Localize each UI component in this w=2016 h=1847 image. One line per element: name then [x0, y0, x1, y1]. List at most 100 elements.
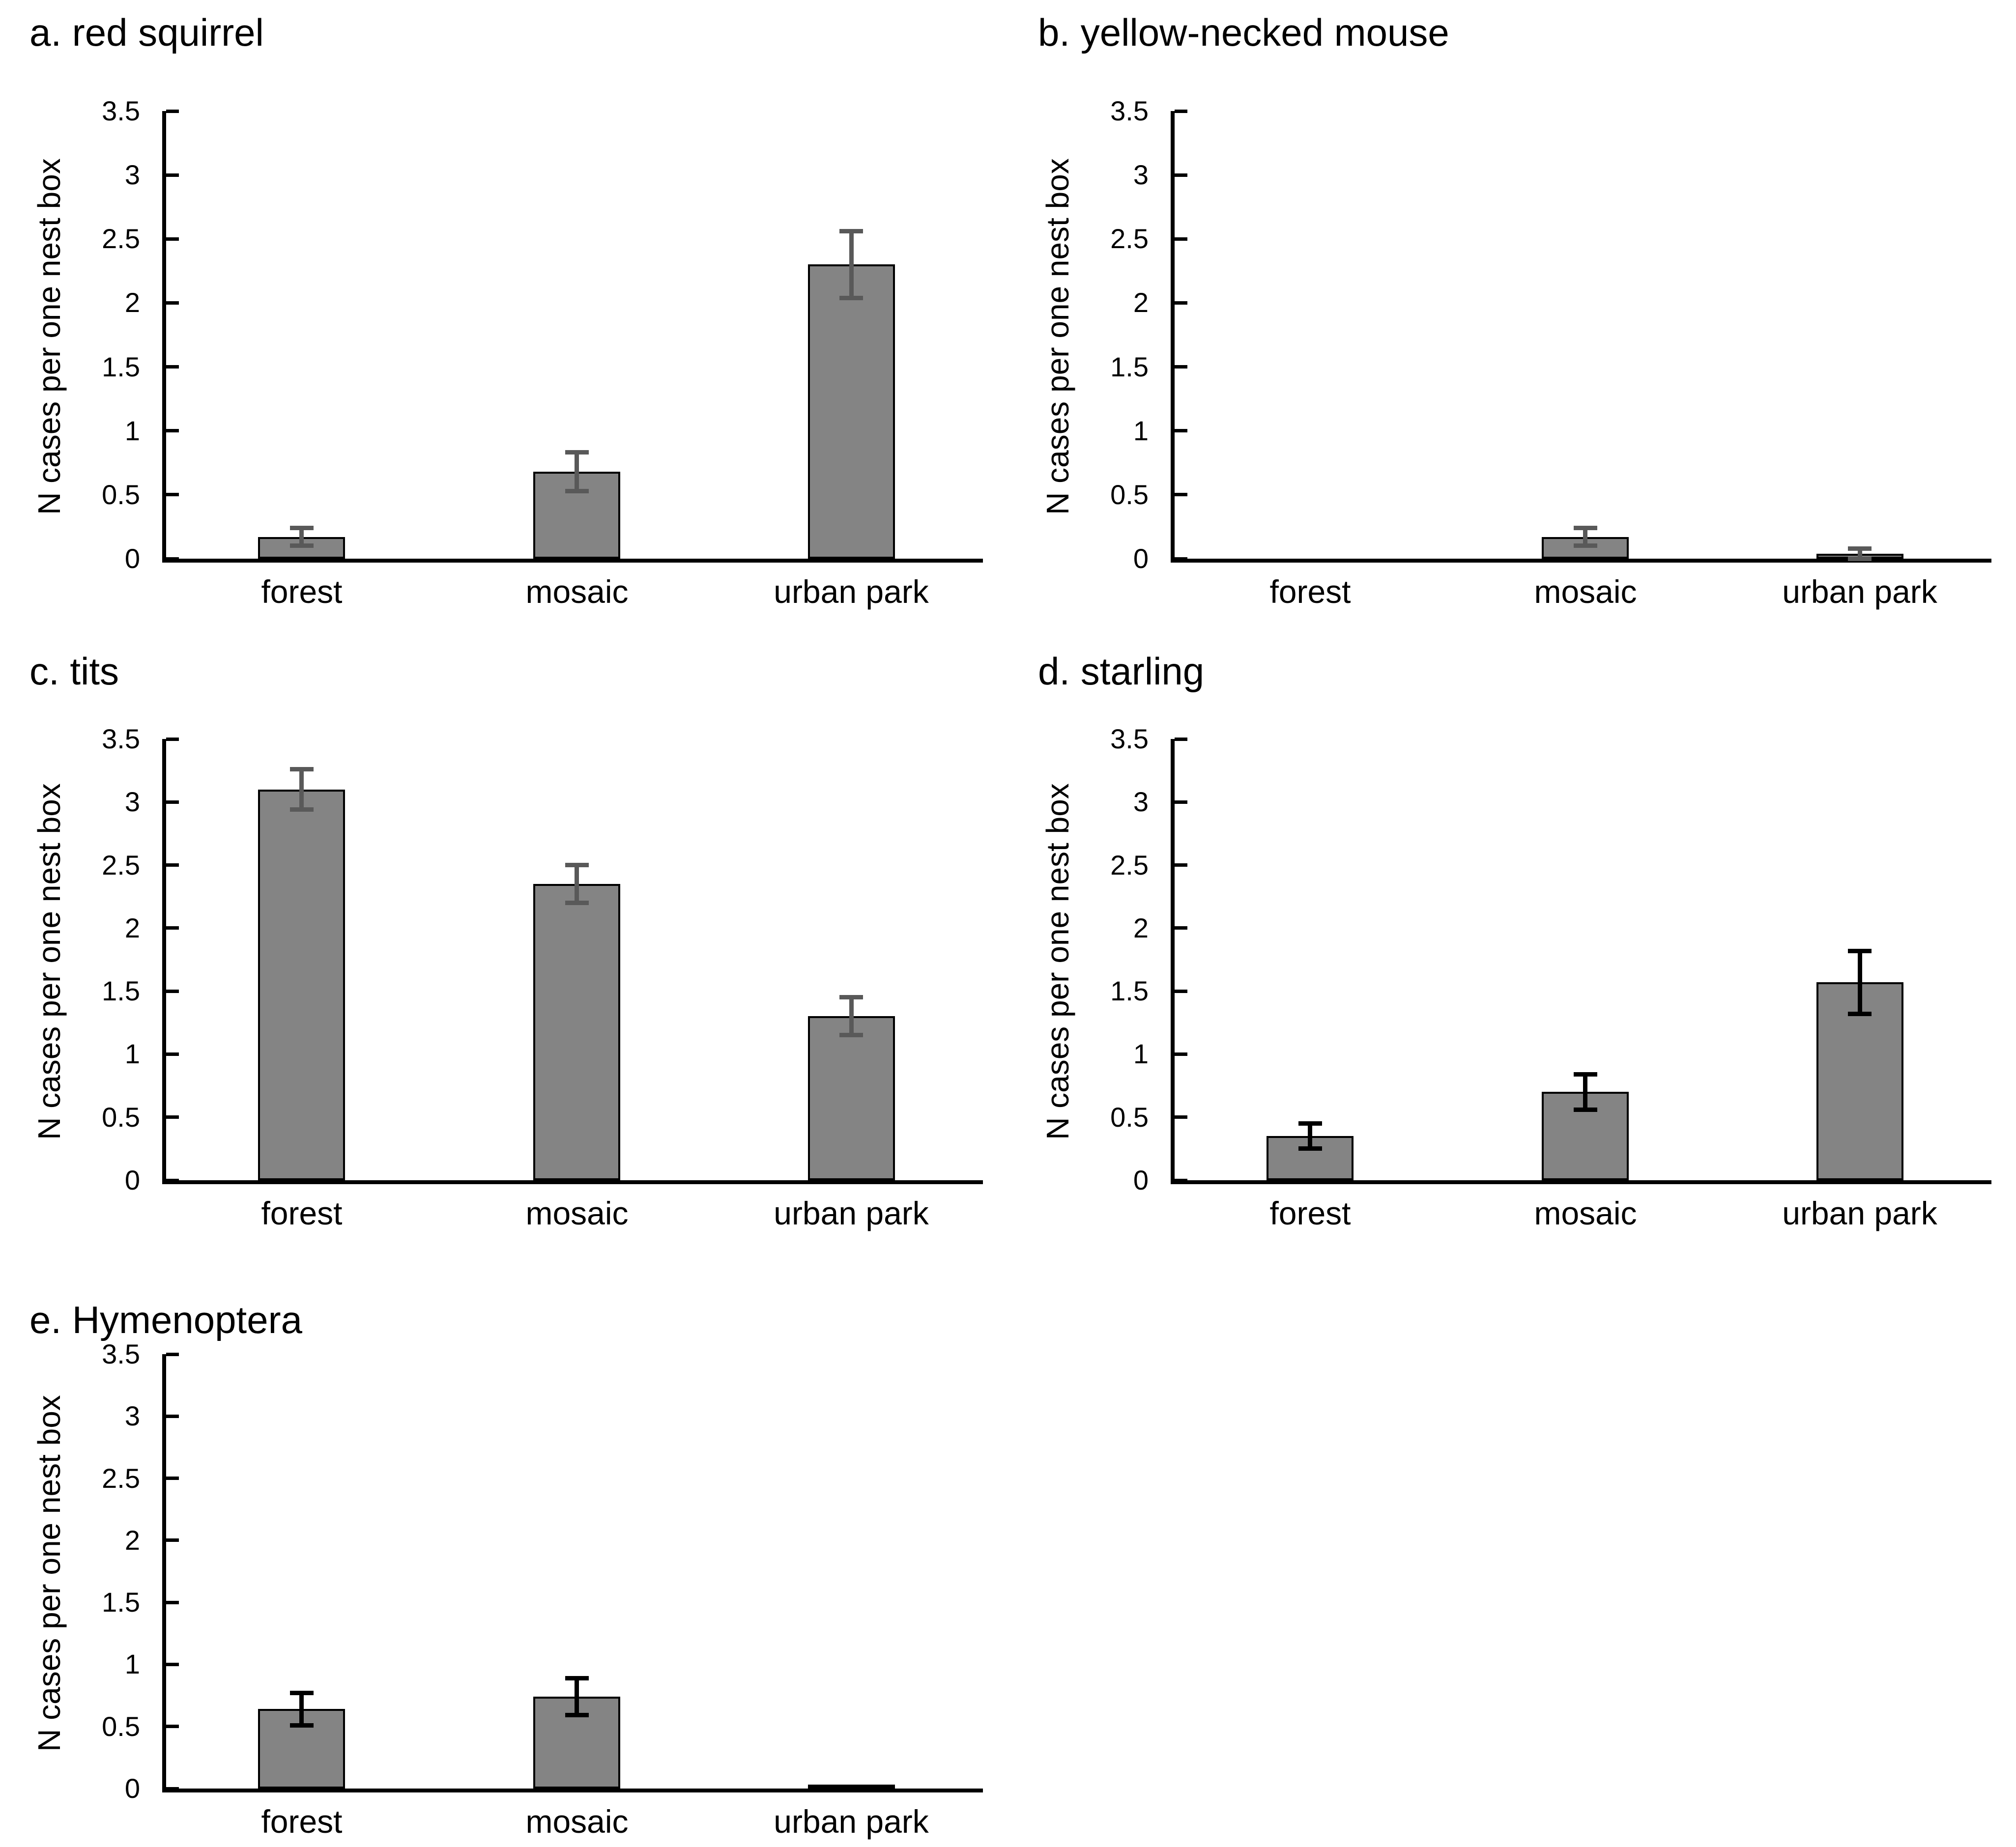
error-bar-cap-bottom [1298, 1146, 1322, 1151]
y-tick-label: 0 [124, 1165, 140, 1195]
y-axis-label: N cases per one nest box [1040, 158, 1075, 515]
x-category-label: mosaic [1534, 573, 1637, 610]
error-bar [575, 865, 579, 903]
y-axis-tick [166, 1538, 179, 1542]
panel-c-title: c. tits [29, 650, 119, 693]
y-tick-label: 2 [1133, 912, 1149, 943]
y-axis-tick [1175, 989, 1187, 993]
x-category-label: forest [1269, 1195, 1351, 1231]
error-bar-cap-top [1298, 1121, 1322, 1126]
error-bar-cap-bottom [290, 543, 314, 548]
y-tick-label: 0.5 [102, 1710, 140, 1742]
error-bar [299, 528, 304, 546]
y-tick-label: 3.5 [102, 1338, 140, 1369]
bar-forest [258, 790, 345, 1180]
error-bar-cap-top [1848, 546, 1872, 551]
x-category-label: urban park [774, 1195, 929, 1231]
x-category-label: forest [261, 573, 343, 610]
error-bar [299, 769, 304, 810]
bar-urban-park [808, 264, 895, 559]
y-axis-tick [1175, 237, 1187, 241]
panel-b-title: b. yellow-necked mouse [1038, 11, 1449, 54]
y-axis-tick [1175, 557, 1187, 561]
y-axis-tick [166, 989, 179, 993]
plot-area-d: 3.5 3 2.5 2 1.5 1 0.5 0 forest mosaic urban park [1110, 723, 1991, 1231]
x-category-label: forest [261, 1195, 343, 1231]
y-axis-tick [166, 1725, 179, 1729]
y-axis-tick [166, 1352, 179, 1356]
panel-a-red-squirrel: a. red squirrel N cases per one nest box… [0, 0, 1008, 639]
plot-area-b: 3.5 3 2.5 2 1.5 1 0.5 0 forest mosaic urban park [1110, 95, 1991, 610]
bar-mosaic [533, 1697, 620, 1789]
y-tick-label: 1.5 [102, 975, 140, 1007]
y-tick-label: 3 [124, 1400, 140, 1432]
y-axis-tick [166, 237, 179, 241]
y-axis-tick [166, 1178, 179, 1182]
y-tick-label: 3 [124, 159, 140, 191]
y-tick-label: 3.5 [102, 95, 140, 126]
y-tick-label: 0 [124, 543, 140, 574]
y-tick-label: 1.5 [1110, 975, 1149, 1007]
panel-e-title: e. Hymenoptera [29, 1298, 302, 1341]
error-bar-cap-top [290, 767, 314, 771]
y-axis-label: N cases per one nest box [31, 1395, 67, 1752]
error-bar [1308, 1124, 1312, 1149]
y-axis-tick [166, 1600, 179, 1604]
error-bar-cap-top [565, 863, 589, 867]
error-bar-cap-top [565, 450, 589, 455]
y-axis-tick [166, 1477, 179, 1480]
x-category-label: urban park [1782, 573, 1937, 610]
y-tick-label: 2 [124, 912, 140, 943]
panel-b-yellow-necked-mouse: b. yellow-necked mouse N cases per one n… [1008, 0, 2016, 639]
y-axis-tick [1175, 737, 1187, 741]
y-axis-tick [166, 365, 179, 369]
error-bar-cap-bottom [1848, 1012, 1872, 1016]
x-category-label: urban park [1782, 1195, 1937, 1231]
y-tick-label: 0.5 [1110, 479, 1149, 510]
y-axis-tick [1175, 1178, 1187, 1182]
error-bar [575, 1678, 579, 1715]
error-bar-cap-bottom [565, 901, 589, 905]
x-category-label: urban park [774, 1803, 929, 1840]
y-axis-tick [1175, 429, 1187, 433]
y-axis-tick [1175, 301, 1187, 305]
y-tick-label: 1 [1133, 415, 1149, 446]
y-tick-label: 2 [1133, 287, 1149, 318]
y-axis-tick [1175, 109, 1187, 113]
panel-a-title: a. red squirrel [29, 11, 264, 54]
y-axis-tick [1175, 173, 1187, 177]
error-bar [575, 453, 579, 491]
y-tick-label: 0.5 [102, 479, 140, 510]
y-axis-tick [166, 1115, 179, 1119]
y-tick-label: 1 [124, 1038, 140, 1070]
y-tick-label: 1.5 [102, 351, 140, 382]
y-axis-tick [166, 1662, 179, 1666]
plot-area-e: 3.5 3 2.5 2 1.5 1 0.5 0 forest mosaic urban park [102, 1338, 983, 1840]
error-bar-cap-bottom [839, 1033, 863, 1037]
y-tick-label: 0 [1133, 543, 1149, 574]
y-axis-tick [166, 429, 179, 433]
bar-urban-park [808, 1016, 895, 1180]
y-tick-label: 3 [1133, 159, 1149, 191]
y-axis-tick [1175, 800, 1187, 804]
error-bar-cap-bottom [839, 296, 863, 300]
error-bar-cap-top [839, 229, 863, 233]
error-bar-cap-bottom [1574, 1108, 1597, 1112]
panel-d-starling: d. starling N cases per one nest box 3.5… [1008, 639, 2016, 1287]
error-bar [849, 231, 854, 298]
error-bar-cap-bottom [290, 807, 314, 812]
y-tick-label: 0.5 [102, 1101, 140, 1133]
y-tick-label: 3 [1133, 786, 1149, 818]
y-axis-tick [1175, 1115, 1187, 1119]
error-bar-cap-bottom [565, 489, 589, 493]
bar-mosaic [533, 884, 620, 1180]
y-tick-label: 3.5 [1110, 95, 1149, 126]
error-bar-cap-bottom [565, 1713, 589, 1717]
y-axis-label: N cases per one nest box [31, 158, 67, 515]
x-category-label: forest [1269, 573, 1351, 610]
error-bar [1583, 1074, 1587, 1109]
error-bar-cap-bottom [1574, 543, 1597, 548]
y-tick-label: 0 [1133, 1165, 1149, 1195]
y-axis-tick [166, 737, 179, 741]
